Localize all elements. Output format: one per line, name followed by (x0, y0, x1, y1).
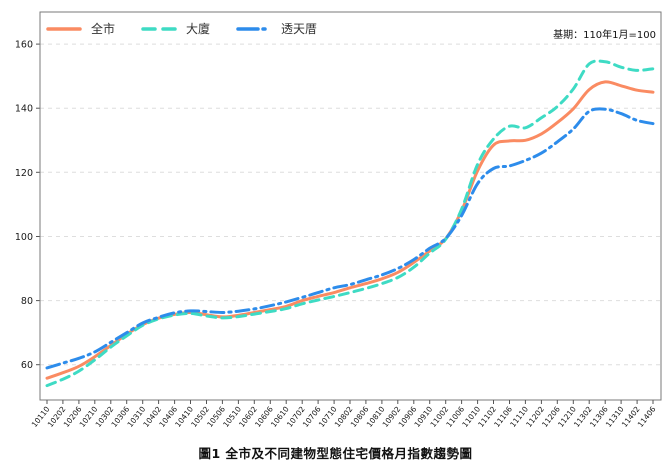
legend-label-townhouse: 透天厝 (281, 22, 318, 36)
legend-item-city-total: 全市 (46, 20, 115, 37)
y-tick-label: 120 (15, 168, 33, 179)
legend-line-swatch-solid (46, 26, 82, 31)
y-tick-label: 80 (21, 296, 33, 307)
y-tick-label: 100 (15, 232, 33, 243)
base-period-note: 基期：110年1月=100 (553, 30, 656, 41)
legend-label-city-total: 全市 (91, 22, 116, 36)
legend-line-swatch-dashed (141, 26, 177, 31)
legend-item-townhouse: 透天厝 (236, 20, 317, 37)
legend-item-apartment-building: 大廈 (141, 20, 210, 37)
legend-line-swatch-dashdot (236, 26, 272, 31)
y-tick-label: 160 (15, 40, 33, 51)
legend: 全市 大廈 透天厝 (46, 20, 317, 37)
plot-border (39, 11, 662, 401)
x-tick-label: 11406 (636, 405, 658, 430)
series-line-townhouse (45, 107, 655, 370)
y-tick-label: 140 (15, 104, 33, 115)
series-line-city-total (45, 80, 655, 380)
line-chart-plot: 6080100120140160101101020210206102101030… (15, 11, 662, 430)
figure-caption: 圖1 全市及不同建物型態住宅價格月指數趨勢圖 (198, 446, 473, 461)
series-line-apartment-building (45, 59, 655, 388)
legend-label-apartment-building: 大廈 (186, 22, 211, 36)
y-tick-label: 60 (21, 360, 33, 371)
